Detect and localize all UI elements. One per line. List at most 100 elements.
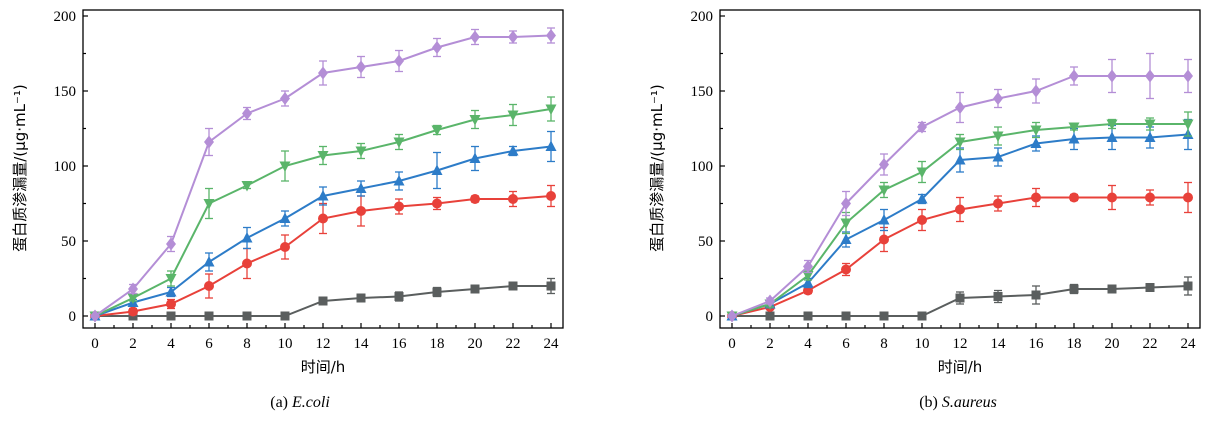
data-point xyxy=(241,232,253,243)
data-point xyxy=(765,311,775,321)
x-tick-label: 20 xyxy=(1105,336,1120,352)
data-point xyxy=(545,140,557,151)
data-point xyxy=(992,131,1004,142)
series-triangle-down xyxy=(726,111,1194,322)
x-tick-label: 20 xyxy=(468,336,483,352)
data-point xyxy=(317,151,329,162)
y-axis-title: 蛋白质渗漏量/(μg·mL⁻¹) xyxy=(11,84,29,252)
data-point xyxy=(993,198,1003,209)
caption-prefix: (b) xyxy=(919,394,942,411)
data-point xyxy=(1031,290,1041,300)
x-tick-label: 4 xyxy=(167,336,175,352)
data-point xyxy=(916,167,928,178)
y-tick-label: 200 xyxy=(691,9,714,25)
x-tick-label: 4 xyxy=(804,336,812,352)
data-point xyxy=(203,199,215,210)
data-point xyxy=(394,201,404,212)
data-point xyxy=(1144,119,1156,130)
x-tick-label: 22 xyxy=(1143,336,1158,352)
caption-organism: S.aureus xyxy=(942,394,997,411)
data-point xyxy=(993,292,1003,301)
data-point xyxy=(1069,284,1079,294)
data-point xyxy=(1107,192,1117,203)
x-tick-label: 6 xyxy=(205,336,213,352)
data-point xyxy=(470,30,480,44)
data-point xyxy=(765,294,775,308)
data-point xyxy=(878,214,890,225)
series-diamond xyxy=(90,27,556,323)
data-point xyxy=(917,120,927,134)
x-tick-label: 22 xyxy=(506,336,521,352)
data-point xyxy=(507,110,519,121)
data-point xyxy=(840,218,852,229)
data-point xyxy=(393,137,405,148)
data-point xyxy=(546,29,556,42)
data-point xyxy=(916,193,928,204)
data-point xyxy=(840,233,852,244)
data-point xyxy=(432,41,442,54)
chart-panel-saureus: 0 2 4 6 8 10 12 14 16 18 20 22 24050100150200时间/h蛋白质… xyxy=(648,9,1201,411)
data-point xyxy=(204,135,214,149)
series-circle xyxy=(90,184,556,321)
x-axis-title: 时间/h xyxy=(301,358,346,376)
y-axis-title: 蛋白质渗漏量/(μg·mL⁻¹) xyxy=(648,84,666,252)
data-point xyxy=(546,191,556,201)
data-point xyxy=(955,101,965,114)
data-point xyxy=(241,181,253,192)
data-point xyxy=(546,281,556,291)
data-point xyxy=(727,309,737,323)
x-tick-label: 2 xyxy=(129,336,137,352)
data-point xyxy=(203,256,215,267)
data-point xyxy=(432,287,442,297)
data-point xyxy=(1107,69,1117,83)
y-tick-label: 100 xyxy=(54,159,77,175)
y-tick-label: 150 xyxy=(54,84,77,100)
x-tick-label: 10 xyxy=(278,336,293,352)
data-point xyxy=(204,311,214,321)
data-point xyxy=(1182,119,1194,130)
data-point xyxy=(393,175,405,186)
data-point xyxy=(1069,69,1079,83)
data-point xyxy=(127,293,139,304)
data-point xyxy=(917,311,927,321)
x-tick-label: 0 xyxy=(728,336,736,352)
x-tick-label: 14 xyxy=(991,336,1007,352)
x-tick-label: 24 xyxy=(544,336,560,352)
x-tick-label: 18 xyxy=(1067,336,1082,352)
data-point xyxy=(879,234,889,245)
data-point xyxy=(841,197,851,210)
data-point xyxy=(508,30,518,44)
x-tick-label: 0 xyxy=(91,336,99,352)
data-point xyxy=(1183,192,1193,203)
data-point xyxy=(1144,131,1156,142)
x-tick-label: 2 xyxy=(766,336,774,352)
data-point xyxy=(318,296,328,306)
data-point xyxy=(432,198,442,209)
data-point xyxy=(954,154,966,165)
y-tick-label: 200 xyxy=(54,9,77,25)
data-point xyxy=(90,309,100,323)
data-point xyxy=(1068,122,1080,133)
data-point xyxy=(431,164,443,175)
data-point xyxy=(470,194,480,204)
x-tick-label: 24 xyxy=(1181,336,1197,352)
data-point xyxy=(545,104,557,115)
y-tick-label: 100 xyxy=(691,159,714,175)
data-point xyxy=(955,293,965,303)
data-point xyxy=(1031,192,1041,203)
data-point xyxy=(1106,131,1118,142)
data-point xyxy=(992,151,1004,162)
data-point xyxy=(508,194,518,204)
data-point xyxy=(841,311,851,321)
data-point xyxy=(1183,281,1193,291)
x-axis-title: 时间/h xyxy=(938,358,983,376)
data-point xyxy=(470,284,480,294)
data-point xyxy=(993,92,1003,105)
y-tick-label: 0 xyxy=(69,309,77,325)
data-point xyxy=(280,311,290,321)
data-point xyxy=(954,137,966,148)
data-point xyxy=(279,161,291,172)
data-point xyxy=(1069,192,1079,203)
data-point xyxy=(507,145,519,156)
